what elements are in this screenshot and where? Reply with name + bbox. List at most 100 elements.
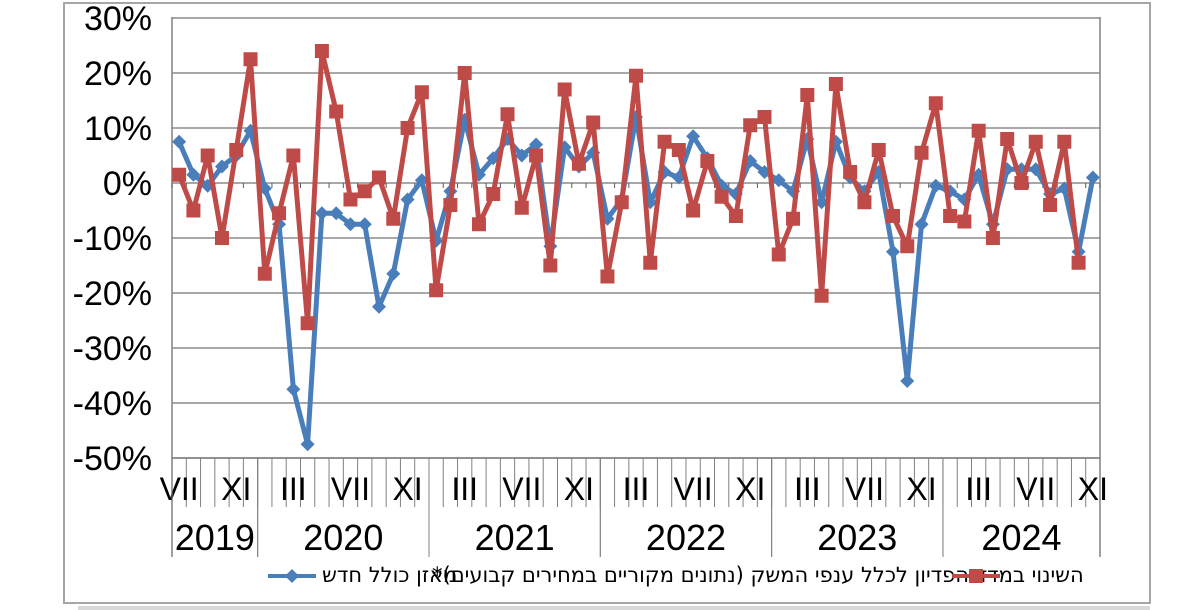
balance-data-point [686,129,701,144]
balance-data-point [386,266,401,281]
balance-data-point [914,217,929,232]
balance-data-point [343,217,358,232]
balance-data-point [885,244,900,259]
balance-data-point [172,134,187,149]
revenue-index-data-point [1028,134,1043,149]
revenue-index-data-point [771,247,786,262]
revenue-index-data-point [971,123,986,138]
revenue-index-data-point [885,209,900,223]
balance-data-point [329,206,344,221]
balance-data-point [400,192,415,207]
revenue-index-data-point [943,209,958,223]
revenue-index-data-point [286,148,301,163]
x-axis-month-label: XI [392,471,422,507]
x-axis-year-label: 2019 [175,517,255,558]
revenue-index-data-point [957,214,972,229]
balance-data-point [814,195,829,210]
revenue-index-data-point [229,143,244,157]
revenue-index-data-point [714,189,729,204]
revenue-index-data-point [928,96,943,111]
legend-blue-marker [268,565,316,589]
revenue-index-data-point [414,85,429,100]
x-axis-month-label: XI [906,471,936,507]
x-axis-month-label: XI [1078,471,1108,507]
revenue-index-data-point [186,203,201,218]
x-axis-month-label: XI [735,471,765,507]
revenue-index-data-point [386,211,401,226]
revenue-index-data-point [629,68,643,83]
balance-data-point [357,217,372,232]
legend-red-marker [952,565,1000,589]
balance-data-point [414,173,429,188]
revenue-index-data-point [514,200,529,215]
revenue-index-data-point [757,110,772,124]
revenue-index-data-point [357,184,372,199]
revenue-index-data-point [814,288,829,303]
y-axis-tick-label: 20% [84,55,152,93]
revenue-index-data-point [743,118,758,133]
revenue-index-data-point [843,165,858,179]
bottom-gray-strip [78,606,1150,610]
revenue-index-data-point [600,269,615,284]
x-axis-month-label: III [451,471,478,507]
balance-data-point [286,382,301,397]
balance-data-point [300,437,315,452]
y-axis-tick-label: 30% [84,0,152,38]
x-axis-month-label: VII [331,471,370,507]
revenue-index-data-point [657,134,672,149]
revenue-index-data-point [500,107,515,122]
revenue-index-data-point [214,231,229,245]
x-axis-year-label: 2023 [817,517,897,558]
x-axis-month-label: VII [1016,471,1055,507]
revenue-index-data-point [586,115,601,130]
x-axis-year-label: 2021 [475,517,555,558]
x-axis-month-label: VII [845,471,884,507]
balance-data-point [372,299,387,314]
revenue-index-data-point [486,187,501,201]
revenue-index-data-point [1000,132,1015,146]
revenue-index-data-point [400,121,415,135]
x-axis-month-label: III [965,471,992,507]
revenue-index-data-point [1043,198,1058,212]
revenue-index-data-point [571,156,586,171]
x-axis-year-label: 2020 [303,517,383,558]
revenue-index-data-point [529,148,544,163]
y-axis-tick-label: -30% [73,330,152,368]
balance-data-point [186,167,201,182]
revenue-index-data-point [429,283,444,298]
balance-data-point [928,178,943,193]
x-axis-month-label: XI [221,471,251,507]
revenue-index-data-point [643,255,658,270]
revenue-index-data-point [172,167,187,182]
revenue-index-data-point [372,170,387,185]
revenue-index-data-point [1014,176,1029,190]
revenue-index-data-point [728,209,743,223]
revenue-index-data-point [200,148,215,163]
x-axis-month-label: VII [160,471,199,507]
revenue-index-data-point [871,143,886,157]
revenue-index-data-point [800,88,815,102]
x-axis-month-label: III [794,471,821,507]
y-axis-tick-label: -20% [73,275,152,313]
x-axis-month-label: III [280,471,307,507]
revenue-index-data-point [457,66,472,80]
revenue-index-data-point [857,195,872,210]
revenue-index-data-point [1057,134,1072,149]
x-axis-month-label: VII [674,471,713,507]
revenue-index-data-point [828,77,843,91]
revenue-index-data-point [443,198,458,212]
y-axis-tick-label: -40% [73,385,152,423]
revenue-index-data-point [329,104,344,119]
revenue-index-data-point [700,154,715,168]
revenue-index-data-point [343,192,358,207]
revenue-index-data-point [543,258,558,273]
x-axis-year-label: 2024 [981,517,1061,558]
revenue-index-data-point [272,206,287,221]
revenue-index-data-point [300,316,315,331]
revenue-index-data-point [671,143,686,157]
x-axis-year-label: 2022 [646,517,726,558]
x-axis-month-label: XI [564,471,594,507]
legend-blue-label: מאזן כולל חדש [322,563,458,587]
